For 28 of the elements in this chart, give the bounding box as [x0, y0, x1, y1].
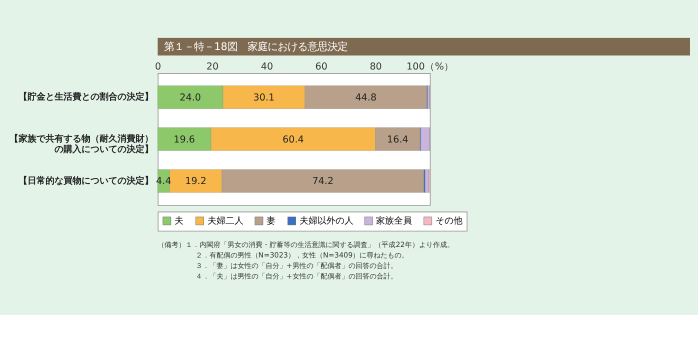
legend-label: 夫婦二人	[207, 215, 244, 226]
data-label: 60.4	[282, 134, 304, 146]
data-label: 16.4	[387, 134, 408, 146]
x-tick-label: 60	[315, 61, 328, 72]
y-tick-label: 【日常的な買物についての決定】	[18, 175, 154, 186]
legend-label: 妻	[266, 215, 276, 226]
x-tick-label: 100（%）	[406, 61, 454, 72]
legend-label: その他	[435, 215, 462, 226]
data-label: 30.1	[253, 92, 275, 104]
text: ４．「夫」は男性の「自分」+女性の「配偶者」の回答の合計。	[195, 271, 398, 280]
chart-title: 第１－特－18図 家庭における意思決定	[164, 40, 348, 53]
data-label: 24.0	[180, 92, 202, 104]
legend-label: 家族全員	[376, 215, 412, 226]
data-label: 19.2	[185, 176, 206, 188]
x-tick-label: 20	[206, 61, 219, 72]
x-tick-label: 80	[370, 61, 382, 72]
data-label: 44.8	[355, 92, 377, 104]
x-tick-label: 0	[155, 61, 162, 72]
data-label: 19.6	[174, 134, 196, 146]
legend-label: 夫婦以外の人	[299, 215, 354, 226]
x-tick-label: 40	[260, 61, 274, 72]
data-label: 74.2	[312, 176, 334, 188]
text: ３．「妻」は女性の「自分」+男性の「配偶者」の回答の合計。	[195, 260, 398, 270]
text: ２．有配偶の男性（N=3023），女性（N=3409）に尋ねたもの。	[195, 250, 409, 260]
text: （備考）１．内閣府「男女の消費・貯蓄等の生活意識に関する調査」（平成22年）より作成。	[158, 240, 454, 250]
y-tick-label: 【貯金と生活費との割合の決定】	[18, 92, 154, 103]
y-tick-label: 【家族で共有する物（耐久消費財）の購入についての決定】	[9, 133, 154, 155]
legend-label: 夫	[174, 215, 184, 226]
